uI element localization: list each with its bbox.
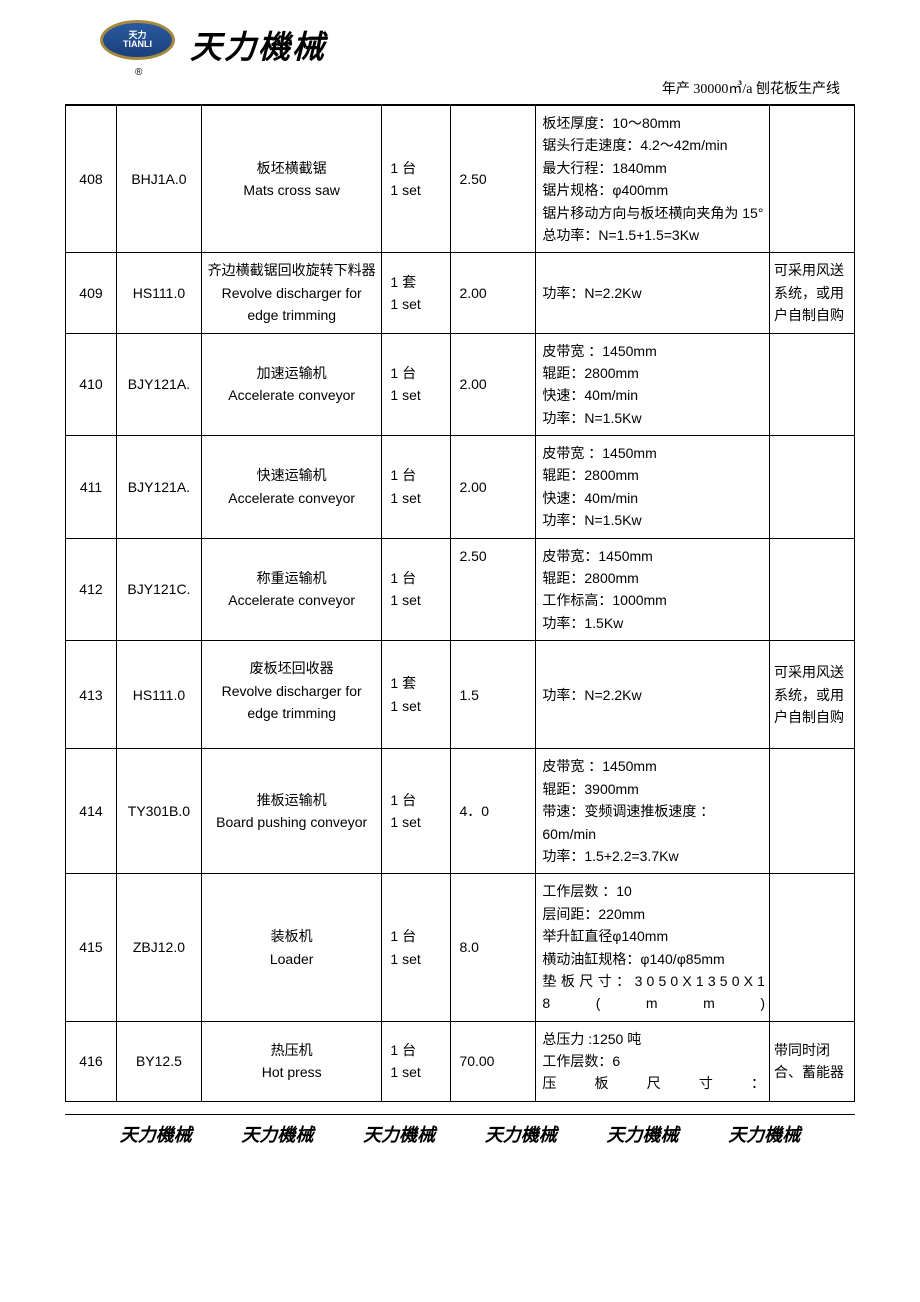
row-number: 409 [66,253,117,333]
table-row: 413HS111.0废板坯回收器Revolve discharger for e… [66,641,855,749]
table-row: 409HS111.0齐边横截锯回收旋转下料器Revolve discharger… [66,253,855,333]
row-specification: 工作层数 ：10层间距：220mm举升缸直径φ140mm横动油缸规格：φ140/… [536,874,770,1021]
row-equipment-name: 加速运输机Accelerate conveyor [201,333,382,436]
row-specification: 皮带宽 ：1450mm辊距：2800mm快速：40m/min功率：N=1.5Kw [536,436,770,539]
footer-company-name: 天力機械 [728,1121,800,1147]
page-footer: 天力機械 天力機械 天力機械 天力機械 天力機械 天力機械 [0,1121,920,1167]
row-code: HS111.0 [116,641,201,749]
row-equipment-name: 快速运输机Accelerate conveyor [201,436,382,539]
table-row: 416BY12.5热压机Hot press1 台1 set70.00总压力 :1… [66,1021,855,1101]
row-quantity: 1 台1 set [382,436,451,539]
footer-rule [65,1114,855,1115]
company-name: 天力機械 [190,22,326,68]
page-header: 天力TIANLI ® 天力機械 [0,0,920,70]
row-quantity: 1 台1 set [382,874,451,1021]
row-equipment-name: 板坯横截锯Mats cross saw [201,106,382,253]
footer-company-name: 天力機械 [607,1121,679,1147]
footer-company-name: 天力機械 [241,1121,313,1147]
row-quantity: 1 台1 set [382,333,451,436]
row-code: BJY121A. [116,333,201,436]
row-note: 可采用风送系统，或用户自制自购 [769,253,854,333]
row-specification: 皮带宽 ：1450mm辊距：2800mm快速：40m/min功率：N=1.5Kw [536,333,770,436]
table-row: 411BJY121A.快速运输机Accelerate conveyor1 台1 … [66,436,855,539]
row-value: 2.00 [451,333,536,436]
row-equipment-name: 称重运输机Accelerate conveyor [201,538,382,641]
row-value: 2.00 [451,253,536,333]
row-note [769,436,854,539]
row-note [769,749,854,874]
footer-company-name: 天力機械 [120,1121,192,1147]
row-number: 411 [66,436,117,539]
row-number: 415 [66,874,117,1021]
row-quantity: 1 台1 set [382,106,451,253]
row-code: BJY121C. [116,538,201,641]
row-specification: 功率：N=2.2Kw [536,253,770,333]
row-equipment-name: 废板坯回收器Revolve discharger for edge trimmi… [201,641,382,749]
row-specification: 总压力 :1250 吨工作层数：6压 板 尺 寸 ： [536,1021,770,1101]
row-equipment-name: 齐边横截锯回收旋转下料器Revolve discharger for edge … [201,253,382,333]
row-quantity: 1 台1 set [382,1021,451,1101]
logo-text: 天力TIANLI [123,31,152,49]
row-note [769,333,854,436]
row-note: 可采用风送系统，或用户自制自购 [769,641,854,749]
row-equipment-name: 热压机Hot press [201,1021,382,1101]
row-equipment-name: 推板运输机Board pushing conveyor [201,749,382,874]
row-code: BJY121A. [116,436,201,539]
row-number: 408 [66,106,117,253]
row-code: HS111.0 [116,253,201,333]
row-value: 1.5 [451,641,536,749]
row-quantity: 1 台1 set [382,538,451,641]
row-value: 2.00 [451,436,536,539]
table-row: 410BJY121A.加速运输机Accelerate conveyor1 台1 … [66,333,855,436]
equipment-table: 408BHJ1A.0板坯横截锯Mats cross saw1 台1 set2.5… [65,105,855,1102]
row-quantity: 1 套1 set [382,253,451,333]
row-specification: 板坯厚度：10～80mm锯头行走速度：4.2～42m/min最大行程：1840m… [536,106,770,253]
row-note [769,106,854,253]
row-note [769,538,854,641]
row-number: 413 [66,641,117,749]
footer-company-name: 天力機械 [485,1121,557,1147]
row-number: 414 [66,749,117,874]
row-code: ZBJ12.0 [116,874,201,1021]
company-logo: 天力TIANLI ® [100,20,180,70]
table-row: 415ZBJ12.0装板机Loader1 台1 set8.0工作层数 ：10层间… [66,874,855,1021]
row-value: 2.50 [451,538,536,641]
row-code: TY301B.0 [116,749,201,874]
row-value: 8.0 [451,874,536,1021]
row-number: 416 [66,1021,117,1101]
row-value: 4．0 [451,749,536,874]
row-code: BY12.5 [116,1021,201,1101]
row-equipment-name: 装板机Loader [201,874,382,1021]
footer-company-name: 天力機械 [363,1121,435,1147]
row-value: 70.00 [451,1021,536,1101]
logo-registered-mark: ® [135,67,142,78]
table-row: 408BHJ1A.0板坯横截锯Mats cross saw1 台1 set2.5… [66,106,855,253]
row-quantity: 1 套1 set [382,641,451,749]
table-row: 414TY301B.0推板运输机Board pushing conveyor1 … [66,749,855,874]
row-code: BHJ1A.0 [116,106,201,253]
row-number: 410 [66,333,117,436]
row-specification: 皮带宽 ：1450mm辊距：3900mm带速：变频调速推板速度 ：60m/min… [536,749,770,874]
row-specification: 功率：N=2.2Kw [536,641,770,749]
row-specification: 皮带宽：1450mm辊距：2800mm工作标高：1000mm功率：1.5Kw [536,538,770,641]
row-number: 412 [66,538,117,641]
row-note [769,874,854,1021]
row-value: 2.50 [451,106,536,253]
row-note: 带同时闭合、蓄能器 [769,1021,854,1101]
table-row: 412BJY121C.称重运输机Accelerate conveyor1 台1 … [66,538,855,641]
row-quantity: 1 台1 set [382,749,451,874]
